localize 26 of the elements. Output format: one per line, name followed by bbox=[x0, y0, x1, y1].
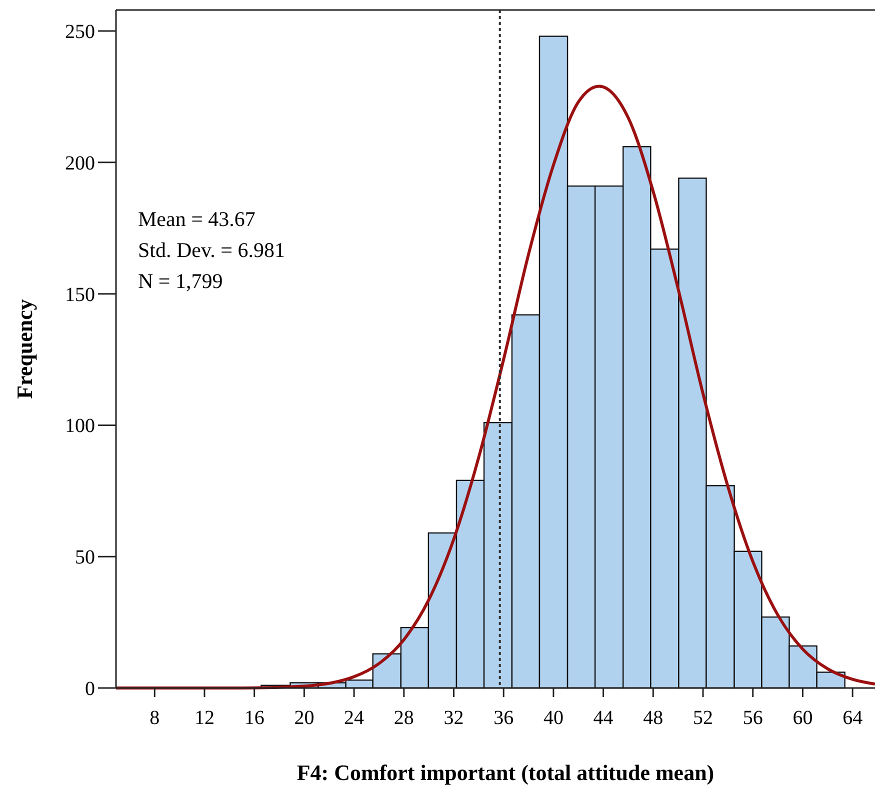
y-tick-label: 0 bbox=[85, 678, 95, 700]
x-tick-label: 28 bbox=[394, 707, 414, 729]
x-tick-label: 48 bbox=[643, 707, 664, 729]
y-tick-label: 100 bbox=[65, 415, 95, 438]
x-tick-label: 24 bbox=[344, 707, 364, 729]
y-tick-label: 200 bbox=[65, 152, 95, 174]
annotation: N = 1,799 bbox=[138, 269, 223, 293]
x-tick-label: 40 bbox=[543, 707, 564, 729]
x-tick-label: 44 bbox=[593, 707, 614, 729]
annotation: Std. Dev. = 6.981 bbox=[138, 238, 285, 262]
x-tick-label: 36 bbox=[494, 707, 514, 729]
x-tick-label: 20 bbox=[294, 707, 314, 729]
y-tick-label: 250 bbox=[65, 21, 95, 44]
annotation: Mean = 43.67 bbox=[138, 207, 256, 231]
x-axis-title: F4: Comfort important (total attitude mean) bbox=[296, 760, 714, 785]
y-tick-label: 150 bbox=[65, 284, 95, 306]
x-tick-label: 16 bbox=[244, 707, 264, 729]
x-tick-label: 32 bbox=[444, 707, 464, 729]
x-tick-label: 56 bbox=[742, 707, 763, 729]
x-tick-label: 8 bbox=[150, 707, 160, 729]
x-tick-label: 60 bbox=[792, 707, 813, 729]
x-tick-label: 64 bbox=[842, 707, 863, 729]
y-tick-label: 50 bbox=[75, 546, 95, 569]
x-tick-label: 12 bbox=[194, 707, 214, 729]
y-axis-title: Frequency bbox=[12, 299, 37, 399]
x-tick-label: 52 bbox=[693, 707, 714, 729]
